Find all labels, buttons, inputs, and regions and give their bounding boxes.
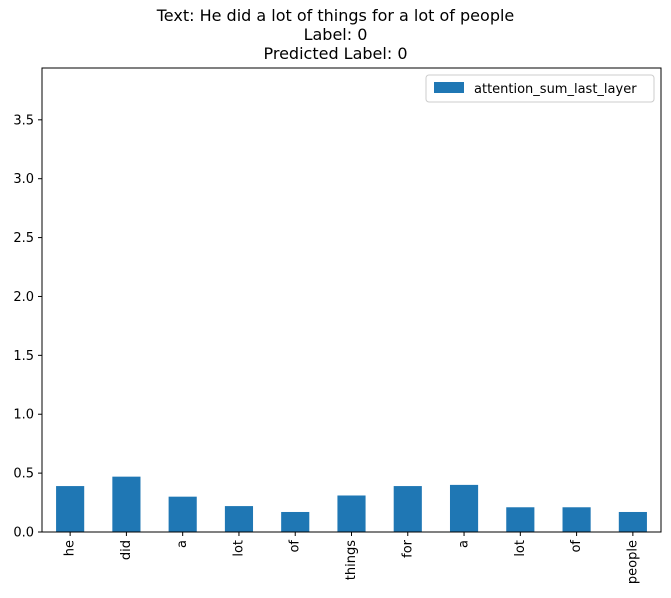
x-tick-label: did <box>119 540 134 560</box>
y-tick-label: 1.0 <box>13 408 34 423</box>
bar-9 <box>562 507 591 532</box>
y-tick-label: 2.5 <box>13 231 34 246</box>
y-tick-label: 3.5 <box>13 113 34 128</box>
bar-8 <box>506 507 535 532</box>
bar-1 <box>112 476 141 532</box>
chart-title-line-2: Label: 0 <box>303 25 368 44</box>
bar-10 <box>618 511 647 532</box>
y-tick-label: 1.5 <box>13 349 34 364</box>
chart-title-line-3: Predicted Label: 0 <box>263 44 408 63</box>
legend-swatch <box>434 82 464 93</box>
legend-box <box>425 74 655 103</box>
chart-title: Text: He did a lot of things for a lot o… <box>0 6 671 63</box>
bar-0 <box>56 486 85 532</box>
legend: attention_sum_last_layer <box>425 74 655 103</box>
x-tick-label: things <box>344 540 359 580</box>
y-tick-label: 2.0 <box>13 290 34 305</box>
x-tick-label: a <box>457 540 472 548</box>
bars-layer <box>56 476 647 532</box>
x-axis: he did a lot of things for a lot of people <box>63 532 640 584</box>
plot-frame <box>41 67 662 533</box>
bar-5 <box>337 495 366 532</box>
x-tick-label: people <box>625 540 640 584</box>
y-tick-label: 3.0 <box>13 172 34 187</box>
x-tick-label: of <box>569 540 584 553</box>
x-tick-label: lot <box>513 540 528 557</box>
x-tick-label: of <box>288 540 303 553</box>
x-tick-label: he <box>63 540 78 556</box>
bar-3 <box>224 506 254 532</box>
bar-7 <box>449 484 479 532</box>
bar-6 <box>393 486 422 532</box>
x-tick-label: for <box>400 539 415 558</box>
y-tick-label: 0.5 <box>13 467 34 482</box>
chart-title-line-1: Text: He did a lot of things for a lot o… <box>156 6 515 25</box>
legend-label: attention_sum_last_layer <box>474 82 637 97</box>
x-tick-label: lot <box>231 540 246 557</box>
y-tick-label: 0.0 <box>13 526 34 541</box>
x-tick-label: a <box>175 540 190 548</box>
y-axis: 0.0 0.5 1.0 1.5 2.0 2.5 3.0 3.5 <box>13 113 42 541</box>
bar-4 <box>281 511 310 532</box>
bar-2 <box>168 496 197 532</box>
